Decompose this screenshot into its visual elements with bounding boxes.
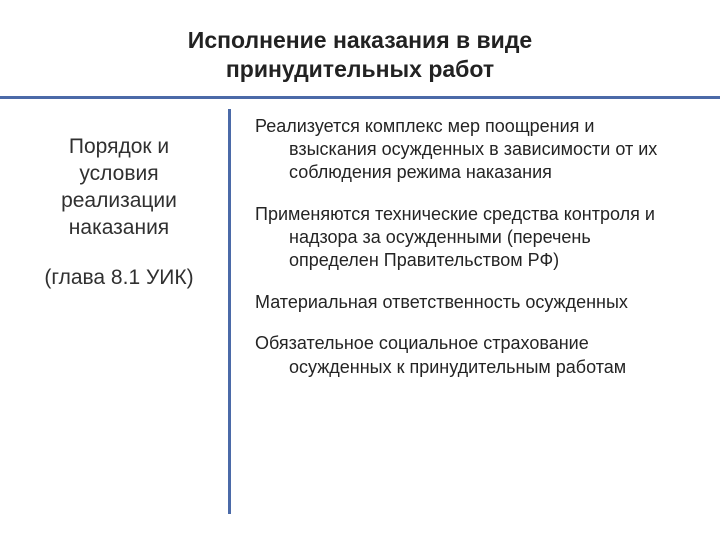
body: Порядок и условия реализации наказания (…: [0, 99, 720, 513]
bullet-item: Реализуется комплекс мер поощрения и взы…: [255, 115, 684, 185]
title-line-2: принудительных работ: [226, 56, 494, 82]
slide: Исполнение наказания в виде принудительн…: [0, 0, 720, 540]
bullet-item: Обязательное социальное страхование осуж…: [255, 332, 684, 379]
left-column: Порядок и условия реализации наказания (…: [0, 109, 228, 513]
title-line-1: Исполнение наказания в виде: [188, 27, 532, 53]
spacer: [28, 242, 210, 264]
left-chapter: (глава 8.1 УИК): [28, 264, 210, 291]
bullet-item: Применяются технические средства контрол…: [255, 203, 684, 273]
left-heading: Порядок и условия реализации наказания: [28, 133, 210, 242]
bullet-item: Материальная ответственность осужденных: [255, 291, 684, 314]
right-column: Реализуется комплекс мер поощрения и взы…: [231, 109, 720, 513]
slide-title: Исполнение наказания в виде принудительн…: [0, 26, 720, 96]
